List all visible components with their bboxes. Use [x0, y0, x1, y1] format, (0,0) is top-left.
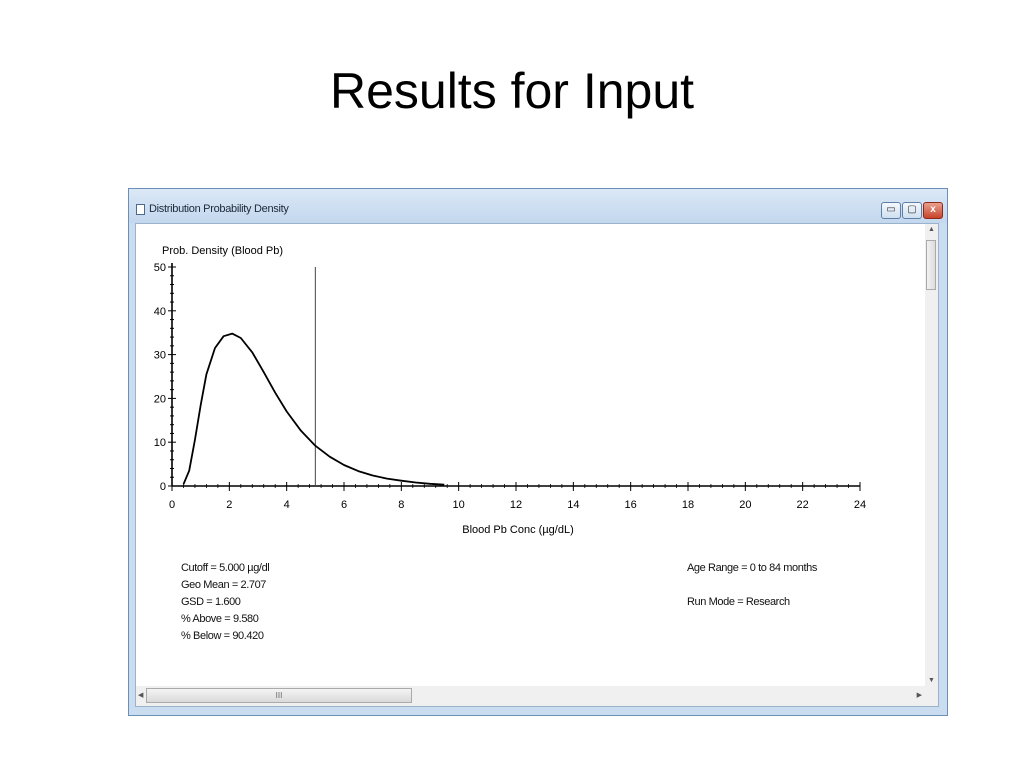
minimize-button[interactable]: ▭ [881, 202, 901, 219]
x-tick-label: 12 [510, 499, 522, 511]
scroll-grip-icon: III [275, 691, 283, 700]
y-tick-label: 20 [154, 393, 166, 405]
vertical-scroll-thumb[interactable] [926, 240, 936, 290]
age-range-text: Age Range = 0 to 84 months [687, 562, 817, 574]
slide-title: Results for Input [329, 63, 695, 119]
x-tick-label: 10 [453, 499, 465, 511]
x-tick-label: 8 [398, 499, 404, 511]
x-tick-label: 4 [284, 499, 290, 511]
stat-geo-mean: Geo Mean = 2.707 [181, 579, 267, 591]
y-tick-label: 40 [154, 306, 166, 318]
x-axis-title: Blood Pb Conc (µg/dL) [462, 524, 574, 536]
window-title: Distribution Probability Density [149, 203, 289, 215]
scroll-down-icon[interactable]: ▼ [928, 677, 935, 684]
y-tick-label: 10 [154, 437, 166, 449]
horizontal-scrollbar[interactable]: ◀ III ▶ [136, 686, 926, 706]
stats-block: Cutoff = 5.000 µg/dl Geo Mean = 2.707 GS… [181, 560, 270, 645]
scroll-right-icon[interactable]: ▶ [916, 692, 922, 699]
close-button[interactable]: x [923, 202, 943, 219]
window-client-area: 0 10 20 30 40 50 0 2 4 6 8 10 12 14 16 18 20 22 24 Prob. De… [135, 223, 939, 707]
density-curve [182, 332, 445, 486]
run-mode-text: Run Mode = Research [687, 596, 790, 608]
y-axis-title: Prob. Density (Blood Pb) [162, 245, 283, 257]
x-tick-label: 2 [226, 499, 232, 511]
scroll-left-icon[interactable]: ◀ [138, 692, 144, 699]
stat-gsd: GSD = 1.600 [181, 596, 241, 608]
maximize-button[interactable]: ▢ [902, 202, 922, 219]
y-tick-label: 0 [160, 481, 166, 493]
stat-percent-below: % Below = 90.420 [181, 630, 264, 642]
x-tick-label: 20 [739, 499, 751, 511]
vertical-scrollbar[interactable]: ▲ ▼ [925, 224, 938, 686]
x-tick-label: 14 [567, 499, 579, 511]
y-tick-label: 30 [154, 350, 166, 362]
x-tick-label: 18 [682, 499, 694, 511]
app-icon [136, 204, 145, 215]
y-tick-label: 50 [154, 262, 166, 274]
scroll-up-icon[interactable]: ▲ [928, 226, 935, 233]
window-titlebar[interactable]: Distribution Probability Density ▭ ▢ x [129, 189, 947, 223]
x-tick-label: 22 [797, 499, 809, 511]
x-tick-label: 24 [854, 499, 866, 511]
stat-cutoff: Cutoff = 5.000 µg/dl [181, 562, 270, 574]
x-tick-label: 6 [341, 499, 347, 511]
horizontal-scroll-thumb[interactable]: III [146, 688, 412, 703]
scroll-corner [924, 686, 938, 706]
distribution-window: Distribution Probability Density ▭ ▢ x 0… [128, 188, 948, 716]
x-tick-label: 16 [625, 499, 637, 511]
stat-percent-above: % Above = 9.580 [181, 613, 259, 625]
x-tick-label: 0 [169, 499, 175, 511]
